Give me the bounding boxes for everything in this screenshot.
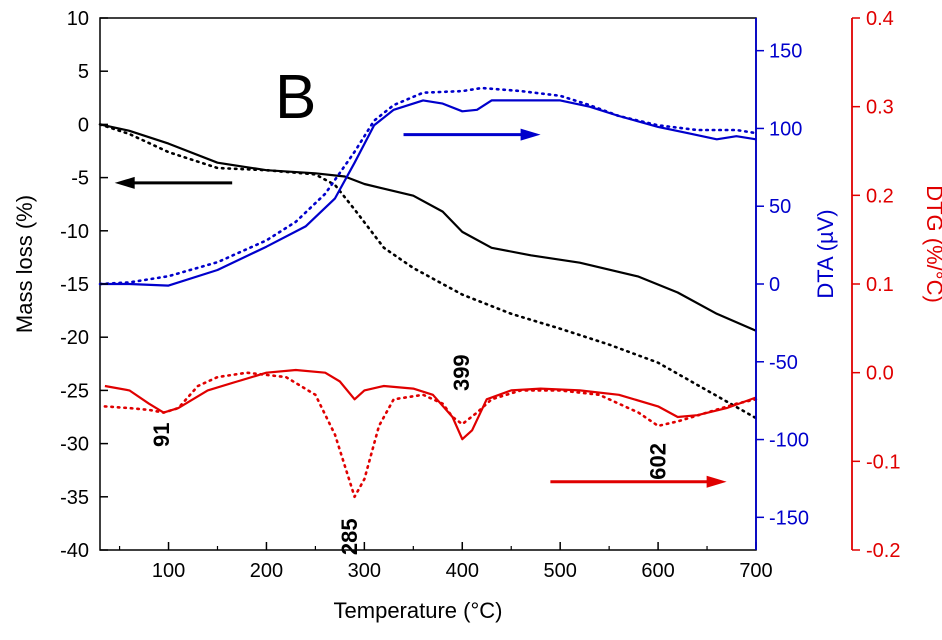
series-line-left-solid [99,123,757,332]
right-arrow-head [706,475,727,488]
peak-label: 285 [337,518,362,555]
left-tick-label: -20 [60,327,89,349]
dtg-axis-title: DTG (%/°C) [922,185,942,303]
x-tick-label: 400 [446,560,479,582]
dtg-tick-label: 0.3 [866,97,894,119]
left-tick-label: -40 [60,540,89,562]
dta-tick-label: -100 [769,430,809,452]
dtg-tick-label: 0.4 [866,8,894,30]
arrow-layer [114,128,727,488]
x-tick-label: 300 [348,560,381,582]
left-arrow-head [114,176,135,189]
series-line-mid-dotted [98,86,758,286]
dta-tick-label: 50 [769,196,791,218]
right-arrow-head [520,128,541,141]
left-tick-label: -30 [60,434,89,456]
dtg-tick-label: 0.0 [866,363,894,385]
x-axis-title: Temperature (°C) [334,598,503,623]
left-tick-label: 0 [78,114,89,136]
dtg-tick-label: 0.2 [866,185,894,207]
panel-label: B [275,63,316,132]
peak-label: 91 [149,422,174,446]
peak-label: 602 [646,443,671,480]
dtg-tick-label: 0.1 [866,274,894,296]
series-line-right-dotted [103,371,758,499]
dta-axis-title: DTA (µV) [813,209,838,298]
left-tick-label: 10 [67,8,89,30]
series-line-mid-solid [100,99,757,287]
x-tick-label: 200 [250,560,283,582]
dta-tick-label: 100 [769,118,802,140]
x-tick-label: 600 [641,560,674,582]
left-axis-title: Mass loss (%) [12,195,37,333]
left-tick-label: 5 [78,61,89,83]
left-tick-label: -25 [60,380,89,402]
dta-tick-label: -150 [769,507,809,529]
annotation-layer: 91 285 399 602 [149,354,670,555]
series-line-left-dotted [98,123,758,420]
left-tick-label: -10 [60,221,89,243]
peak-label: 399 [449,354,474,391]
series-layer [98,86,758,499]
dta-tick-label: -50 [769,352,798,374]
dtg-tick-label: -0.1 [866,451,900,473]
x-tick-label: 700 [739,560,772,582]
left-tick-label: -35 [60,487,89,509]
dta-tick-label: 0 [769,274,780,296]
dta-tick-label: 150 [769,41,802,63]
dtg-tick-label: -0.2 [866,540,900,562]
x-tick-label: 100 [152,560,185,582]
left-tick-label: -5 [71,168,89,190]
series-line-right-solid [104,368,757,441]
x-tick-label: 500 [543,560,576,582]
left-tick-label: -15 [60,274,89,296]
